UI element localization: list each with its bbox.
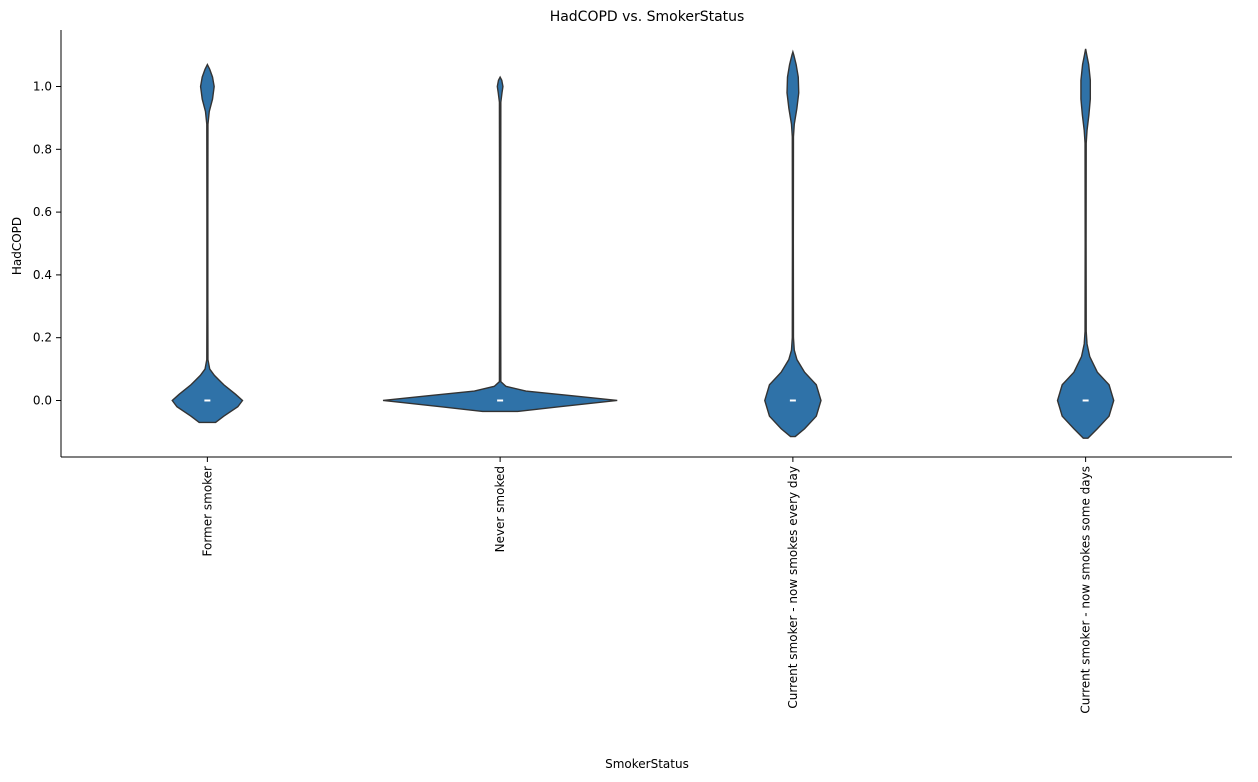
y-tick-label-2: 0.4 — [33, 268, 52, 282]
y-tick-label-4: 0.8 — [33, 142, 52, 156]
y-tick-label-1: 0.2 — [33, 331, 52, 345]
violin-3 — [764, 49, 822, 438]
violin-2 — [382, 75, 618, 413]
x-tick-label-3: Current smoker - now smokes some days — [1079, 466, 1093, 714]
violin-1 — [171, 62, 244, 424]
y-tick-label-3: 0.6 — [33, 205, 52, 219]
y-axis: 0.0 0.2 0.4 0.6 0.8 1.0 — [33, 30, 62, 457]
plot-area — [171, 48, 1115, 439]
x-axis: Former smoker Never smoked Current smoker … — [61, 456, 1232, 714]
x-tick-label-0: Former smoker — [200, 466, 214, 557]
x-axis-label: SmokerStatus — [605, 757, 689, 771]
violin-4 — [1056, 48, 1115, 439]
chart-title: HadCOPD vs. SmokerStatus — [550, 9, 745, 25]
x-tick-label-2: Current smoker - now smokes every day — [786, 466, 800, 709]
y-tick-label-5: 1.0 — [33, 80, 52, 94]
y-axis-label: HadCOPD — [10, 217, 24, 275]
x-tick-label-1: Never smoked — [493, 466, 507, 552]
y-tick-label-0: 0.0 — [33, 393, 52, 407]
